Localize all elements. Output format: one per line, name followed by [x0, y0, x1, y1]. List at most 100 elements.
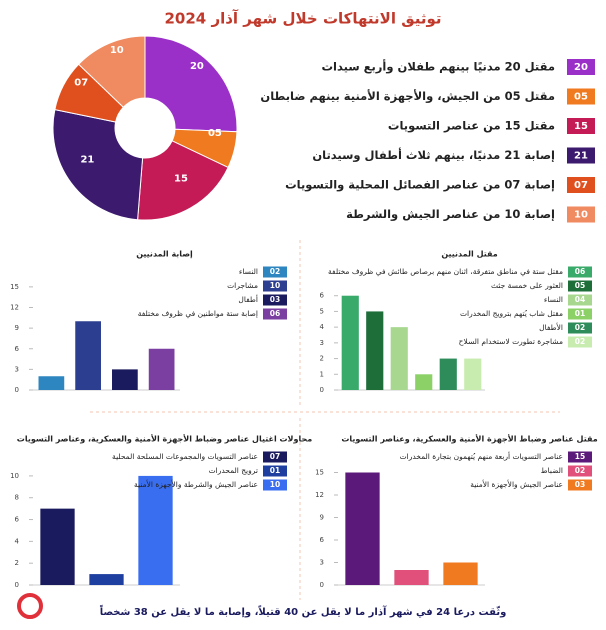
- y-tick-label: 10: [10, 472, 19, 480]
- chart-title: محاولات اغتيال عناصر وضباط الأجهزة الأمن…: [17, 434, 312, 444]
- legend-value: 06: [270, 309, 280, 318]
- legend-label: مشاجرة تطورت لاستخدام السلاح: [459, 337, 563, 346]
- legend-label: إصابة ستة مواطنين في ظروف مختلفة: [138, 309, 258, 318]
- legend-box: [568, 294, 592, 306]
- legend-value: 06: [575, 267, 585, 276]
- legend-box: [567, 206, 595, 223]
- pie-slice: [144, 35, 238, 133]
- bar: [112, 369, 138, 390]
- legend-label: الأطفال: [539, 322, 563, 332]
- legend-label: مقتل 15 من عناصر التسويات: [388, 119, 555, 134]
- legend-label: مقتل 05 من الجيش، والأجهزة الأمنية بينهم…: [260, 89, 555, 104]
- chart-title: مقتل المدنيين: [441, 250, 497, 259]
- legend-box: [568, 322, 592, 334]
- legend-label: مشاجرات: [227, 281, 258, 290]
- legend-value: 02: [575, 323, 585, 332]
- legend-label: العثور على خمسة جثث: [491, 281, 563, 290]
- legend-value: 15: [574, 121, 588, 132]
- legend-box: [263, 280, 287, 292]
- legend-value: 05: [574, 92, 588, 103]
- legend-box: [568, 451, 592, 463]
- legend-value: 07: [270, 452, 280, 461]
- donut-hole: [116, 99, 174, 157]
- slice-label: 21: [80, 154, 94, 165]
- legend-value: 04: [575, 295, 585, 304]
- y-tick-label: 2: [15, 559, 19, 567]
- y-tick-label: 15: [315, 469, 324, 477]
- y-tick-label: 3: [320, 559, 324, 567]
- legend-box: [263, 479, 287, 491]
- legend-label: مقتل 20 مدنيًا بينهم طفلان وأربع سيدات: [321, 59, 555, 75]
- legend-value: 10: [574, 210, 588, 221]
- legend-value: 02: [270, 267, 280, 276]
- legend-label: عناصر الجيش والشرطة والأجهزة الأمنية: [134, 479, 258, 489]
- legend-box: [568, 280, 592, 292]
- y-tick-label: 12: [315, 491, 324, 499]
- legend-box: [567, 88, 595, 105]
- y-tick-label: 15: [10, 283, 19, 291]
- pie-slice: [77, 35, 146, 108]
- y-tick-label: 5: [320, 307, 324, 315]
- legend-box: [263, 465, 287, 477]
- legend-value: 21: [574, 151, 588, 162]
- legend-value: 20: [574, 62, 588, 73]
- page-title: توثيق الانتهاكات خلال شهر آذار 2024: [164, 10, 441, 28]
- y-tick-label: 9: [15, 324, 19, 332]
- legend-box: [567, 118, 595, 134]
- y-tick-label: 0: [320, 386, 324, 394]
- legend-box: [567, 177, 595, 193]
- bar: [390, 327, 408, 390]
- legend-box: [568, 308, 592, 320]
- bar: [138, 475, 173, 585]
- legend-label: ترويج المحدرات: [209, 466, 258, 475]
- y-tick-label: 1: [320, 370, 324, 378]
- pie-slice: [137, 140, 229, 221]
- chart-title: مقتل عناصر وضباط الأجهزة الأمنية والعسكر…: [341, 434, 597, 444]
- bar: [341, 295, 359, 390]
- bar: [40, 508, 75, 585]
- legend-value: 07: [574, 180, 588, 191]
- legend-box: [568, 336, 592, 348]
- slice-label: 10: [110, 45, 124, 56]
- legend-box: [263, 266, 287, 278]
- legend-value: 03: [270, 295, 280, 304]
- y-tick-label: 3: [15, 365, 19, 373]
- legend-box: [263, 308, 287, 320]
- legend-label: عناصر التسويات والمجموعات المسلحة المحلي…: [112, 452, 258, 461]
- legend-value: 01: [575, 309, 585, 318]
- footer: وثّقت درعا 24 في شهر آذار ما لا يقل عن 4…: [100, 604, 507, 618]
- legend-box: [567, 59, 595, 75]
- legend-label: إصابة 10 من عناصر الجيش والشرطة: [346, 207, 555, 222]
- bar: [148, 348, 175, 390]
- legend-label: أطفال: [238, 294, 258, 304]
- y-tick-label: 6: [15, 516, 20, 524]
- legend-value: 02: [575, 466, 585, 475]
- slice-label: 05: [208, 128, 222, 139]
- legend-box: [568, 479, 592, 491]
- legend-box: [263, 451, 287, 463]
- legend-label: مقتل ستة في مناطق متفرقة، اثنان منهم برص…: [328, 267, 563, 276]
- bar: [345, 472, 380, 585]
- slice-label: 07: [74, 78, 88, 89]
- legend-label: إصابة 21 مدنيًا، بينهم ثلاث أطفال وسيدتا…: [312, 147, 555, 163]
- legend-label: عناصر الجيش والأجهزة الأمنية: [470, 479, 563, 489]
- bar: [89, 574, 124, 585]
- y-tick-label: 6: [320, 536, 325, 544]
- legend-value: 03: [575, 480, 585, 489]
- y-tick-label: 6: [320, 292, 325, 300]
- slice-label: 20: [190, 61, 204, 72]
- bar: [38, 376, 65, 390]
- legend-value: 05: [575, 281, 585, 290]
- legend-label: عناصر التسويات أربعة منهم يُتهمون بتجارة…: [400, 451, 563, 461]
- y-tick-label: 0: [320, 581, 324, 589]
- y-tick-label: 2: [320, 355, 324, 363]
- logo: [17, 593, 43, 619]
- bar: [443, 562, 478, 585]
- legend-value: 01: [270, 466, 280, 475]
- bar: [415, 374, 433, 390]
- y-tick-label: 4: [320, 323, 325, 331]
- y-tick-label: 12: [10, 304, 19, 312]
- y-tick-label: 8: [15, 494, 19, 502]
- legend-box: [567, 147, 595, 164]
